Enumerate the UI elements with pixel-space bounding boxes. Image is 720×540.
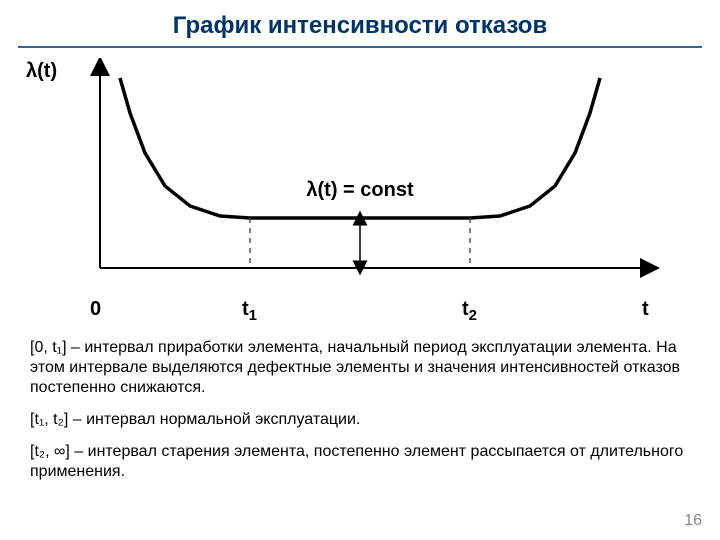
x-label-t1: t1 [242, 298, 257, 324]
x-label-t: t [642, 298, 649, 321]
title-underline [18, 46, 702, 48]
interval-3-text: [t₂, ∞] – интервал старения элемента, по… [30, 442, 690, 482]
description-text: [0, t₁] – интервал приработки элемента, … [0, 326, 720, 482]
x-label-t2: t2 [462, 298, 477, 324]
page-number: 16 [684, 512, 702, 530]
x-axis-labels: 0 t1 t2 t [60, 298, 660, 326]
const-label: λ(t) = const [270, 179, 450, 202]
y-axis-label: λ(t) [26, 60, 57, 83]
interval-1-text: [0, t₁] – интервал приработки элемента, … [30, 338, 690, 398]
page-title: График интенсивности отказов [0, 12, 720, 40]
interval-2-text: [t₁, t₂] – интервал нормальной эксплуата… [30, 410, 690, 430]
x-label-origin: 0 [90, 298, 101, 321]
chart-svg [60, 58, 660, 298]
failure-rate-chart: λ(t) λ(t) = const [60, 58, 660, 298]
